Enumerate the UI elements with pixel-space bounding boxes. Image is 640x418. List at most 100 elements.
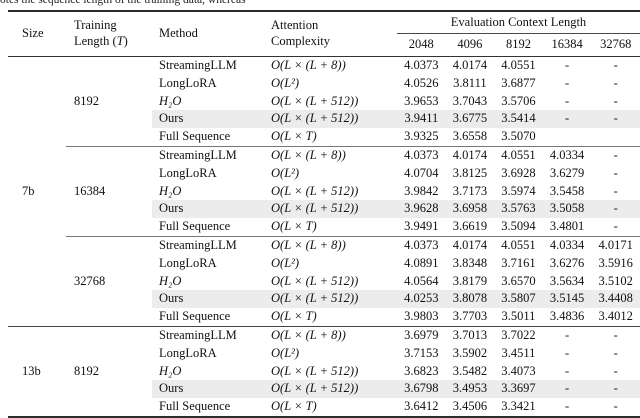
method-cell: LongLoRA — [159, 165, 217, 180]
value-cell: 3.5902 — [452, 345, 488, 360]
table-row: Full Sequence O(L × T) 3.9803 3.7703 3.5011 3… — [8, 308, 640, 326]
method-cell: LongLoRA — [159, 345, 217, 360]
value-cell: 3.3697 — [494, 380, 543, 399]
value-cell: 3.5763 — [494, 200, 543, 219]
caption-variable-L: L — [0, 6, 6, 7]
value-cell: 4.0551 — [494, 145, 543, 165]
value-cell: 3.9653 — [404, 93, 439, 108]
value-cell: 3.5974 — [501, 183, 536, 198]
method-cell: LongLoRA — [159, 255, 217, 270]
method-cell: StreamingLLM — [152, 235, 261, 255]
complexity-cell: O(L × (L + 512)) — [271, 93, 359, 108]
value-cell: - — [613, 165, 618, 180]
method-cell: H₂O — [159, 273, 182, 288]
value-cell: - — [613, 345, 618, 360]
value-cell: 4.0334 — [542, 235, 592, 255]
results-table: Size Training Length (T) Method Attentio… — [8, 10, 640, 418]
value-cell: 3.9325 — [404, 129, 439, 144]
value-cell: 3.7022 — [494, 325, 543, 345]
training-length-cell: 8192 — [66, 56, 152, 147]
value-cell: 4.0564 — [404, 273, 439, 288]
table-row: H₂O O(L × (L + 512)) 3.6823 3.5482 3.4073 - - — [8, 363, 640, 381]
value-cell: 4.0704 — [404, 165, 439, 180]
complexity-cell: O(L × (L + 512)) — [261, 110, 397, 129]
method-cell: Ours — [152, 290, 261, 309]
table-row: Full Sequence O(L × T) 3.6412 3.4506 3.3421 -… — [8, 398, 640, 417]
value-cell: - — [564, 75, 570, 90]
value-cell: 4.0551 — [494, 55, 543, 75]
table-row: LongLoRA O(L²) 4.0891 3.8348 3.7161 3.6276 3.5… — [8, 255, 640, 273]
training-length-cell: 32768 — [66, 235, 152, 327]
table-row: Ours O(L × (L + 512)) 3.6798 3.4953 3.3697- - — [8, 380, 640, 399]
value-cell: - — [564, 399, 570, 414]
method-cell: LongLoRA — [159, 75, 217, 90]
method-cell: H₂O — [159, 183, 182, 198]
complexity-cell: O(L × (L + 8)) — [261, 235, 397, 255]
value-cell: 3.6619 — [452, 219, 488, 234]
value-cell: 3.5145 — [542, 290, 592, 309]
value-cell: 3.4506 — [452, 399, 488, 414]
table-row: Full Sequence O(L × T) 3.9491 3.6619 3.5094 3… — [8, 218, 640, 236]
value-cell: - — [613, 183, 618, 198]
col-header-size: Size — [22, 26, 44, 41]
complexity-cell: O(L × (L + 8)) — [261, 325, 397, 345]
value-cell: 3.4801 — [549, 219, 585, 234]
complexity-cell: O(L × T) — [271, 399, 317, 414]
value-cell: - — [613, 75, 618, 90]
complexity-header-line2: Complexity — [271, 34, 331, 48]
value-cell: 3.6570 — [501, 273, 536, 288]
table-row: Ours O(L × (L + 512)) 3.9411 3.6775 3.5414- - — [8, 110, 640, 129]
value-cell: 3.5706 — [501, 93, 536, 108]
table-row: LongLoRA O(L²) 3.7153 3.5902 3.4511 - - — [8, 345, 640, 363]
value-cell: 3.6877 — [501, 75, 536, 90]
value-cell: 3.8078 — [445, 290, 495, 309]
value-cell: - — [591, 200, 640, 219]
value-cell: 4.0373 — [397, 235, 446, 255]
value-cell: - — [613, 219, 618, 234]
value-cell: 3.7703 — [452, 309, 488, 324]
value-cell — [591, 128, 640, 146]
value-cell: 3.4511 — [501, 345, 536, 360]
complexity-cell: O(L × (L + 8)) — [261, 55, 397, 75]
col-header-4096: 4096 — [457, 37, 483, 52]
method-cell: H₂O — [159, 93, 182, 108]
value-cell: 3.6798 — [397, 380, 446, 399]
complexity-cell: O(L × (L + 512)) — [271, 183, 359, 198]
value-cell: 3.7161 — [501, 255, 536, 270]
value-cell: 3.6279 — [549, 165, 585, 180]
value-cell: 3.9842 — [404, 183, 439, 198]
value-cell — [543, 128, 592, 146]
size-cell: 13b — [8, 325, 66, 417]
method-cell: Full Sequence — [159, 219, 231, 234]
col-header-16384: 16384 — [551, 37, 583, 52]
value-cell: 3.9411 — [397, 110, 446, 129]
value-cell: 3.5634 — [549, 273, 585, 288]
table-row: H₂O O(L × (L + 512)) 3.9653 3.7043 3.5706 - - — [8, 93, 640, 111]
complexity-cell: O(L × (L + 512)) — [261, 380, 397, 399]
complexity-cell: O(L × (L + 8)) — [261, 145, 397, 165]
complexity-cell: O(L²) — [271, 255, 300, 270]
value-cell: 3.9628 — [397, 200, 446, 219]
value-cell: 3.9803 — [404, 309, 439, 324]
complexity-cell: O(L²) — [271, 345, 300, 360]
caption-fragment: otes the sequence length of the training… — [0, 0, 640, 7]
value-cell: 3.4073 — [501, 363, 536, 378]
col-header-2048: 2048 — [408, 37, 434, 52]
value-cell: 3.4953 — [445, 380, 495, 399]
value-cell: - — [564, 345, 570, 360]
value-cell: - — [542, 55, 592, 75]
table-row: 13b 8192 StreamingLLM O(L × (L + 8)) 3.6979 3… — [8, 325, 640, 417]
value-cell: 3.6979 — [397, 325, 446, 345]
table-row: H₂O O(L × (L + 512)) 4.0564 3.8179 3.6570 3.5… — [8, 273, 640, 291]
value-cell: 3.8179 — [452, 273, 488, 288]
method-cell: Ours — [152, 380, 261, 399]
table-row: 32768 StreamingLLM O(L × (L + 8)) 4.0373 4.0… — [8, 235, 640, 327]
value-cell: 4.0891 — [404, 255, 439, 270]
value-cell: - — [613, 399, 618, 414]
complexity-cell: O(L × (L + 512)) — [261, 200, 397, 219]
value-cell: 3.7173 — [452, 183, 488, 198]
value-cell: 3.7043 — [452, 93, 488, 108]
value-cell: 3.6928 — [501, 165, 536, 180]
value-cell: - — [591, 145, 640, 165]
value-cell: 3.5807 — [494, 290, 543, 309]
